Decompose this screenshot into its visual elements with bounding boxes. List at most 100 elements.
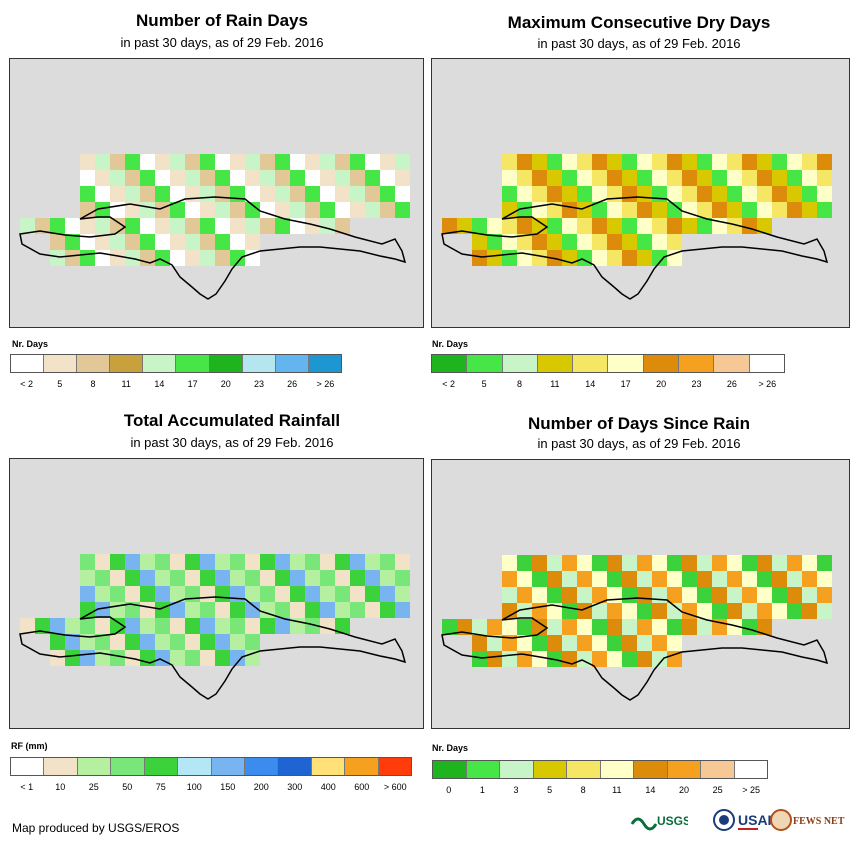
legend-swatch xyxy=(600,761,634,778)
usaid-icon: USAID xyxy=(713,809,782,831)
usgs-icon: USGS xyxy=(630,814,691,831)
usaid-logo: USAID xyxy=(712,806,798,834)
legend-label: 50 xyxy=(122,782,133,792)
legend-swatch xyxy=(345,758,379,775)
island-outline xyxy=(441,597,829,701)
legend-label: 17 xyxy=(187,379,198,389)
legend-bar xyxy=(10,354,342,373)
legend-swatch xyxy=(714,355,750,372)
legend-label: 0 xyxy=(446,785,452,795)
legend-label: 300 xyxy=(287,782,303,792)
panel-total-rainfall: Total Accumulated Rainfall in past 30 da… xyxy=(0,405,424,805)
panel-subtitle: in past 30 days, as of 29 Feb. 2016 xyxy=(537,36,741,51)
panel-title: Total Accumulated Rainfall xyxy=(123,411,341,430)
panel-dry-days: Maximum Consecutive Dry Days in past 30 … xyxy=(427,0,851,400)
legend-swatch xyxy=(749,355,784,372)
island-outline xyxy=(19,596,407,700)
legend-labels: < 1 10 25 50 75 100 150 200 300 400 600 > 600 xyxy=(10,782,412,794)
legend-label: 14 xyxy=(645,785,656,795)
grid-cells xyxy=(442,154,832,266)
hispaniola-grid-map-icon xyxy=(19,554,410,700)
grid-cells xyxy=(20,154,410,266)
legend-swatch xyxy=(242,355,276,372)
legend-swatch xyxy=(734,761,767,778)
legend-label: 20 xyxy=(678,785,690,795)
hispaniola-grid-map-icon xyxy=(19,154,410,300)
legend-swatch xyxy=(278,758,312,775)
legend-swatch xyxy=(178,758,212,775)
map-dry-days xyxy=(431,58,850,328)
legend-label: > 600 xyxy=(383,782,407,792)
legend-label: 14 xyxy=(154,379,165,389)
grid-cells xyxy=(20,554,410,666)
legend-label: 10 xyxy=(55,782,66,792)
legend-swatch xyxy=(44,758,78,775)
fewsnet-icon: FEWS NET xyxy=(770,809,845,831)
legend-label: 26 xyxy=(287,379,298,389)
fewsnet-logo-text: FEWS NET xyxy=(793,816,845,827)
legend-label: 200 xyxy=(253,782,269,792)
legend-label: > 26 xyxy=(316,379,335,389)
legend-swatch xyxy=(77,758,112,775)
grid-cells xyxy=(442,555,832,667)
legend-swatch xyxy=(433,761,467,778)
legend-label: 75 xyxy=(155,782,166,792)
legend-labels: < 2 5 8 11 14 17 20 23 26 > 26 xyxy=(10,379,342,391)
legend-label: 1 xyxy=(479,785,485,795)
legend-swatch xyxy=(308,355,341,372)
legend-swatch xyxy=(466,761,500,778)
legend-swatch xyxy=(608,355,644,372)
legend-swatch xyxy=(537,355,574,372)
legend-swatch xyxy=(11,758,45,775)
legend-bar xyxy=(431,354,785,373)
legend-swatch xyxy=(502,355,538,372)
legend-title: RF (mm) xyxy=(11,741,48,751)
legend-labels: < 2 5 8 11 14 17 20 23 26 > 26 xyxy=(431,379,785,391)
legend-swatch xyxy=(111,758,145,775)
hispaniola-grid-map-icon xyxy=(441,154,832,300)
legend-swatch xyxy=(378,758,412,775)
legend-swatch xyxy=(77,355,111,372)
panel-rain-days: Number of Rain Days in past 30 days, as … xyxy=(0,0,424,400)
legend-label: 5 xyxy=(481,379,487,389)
panel-title: Maximum Consecutive Dry Days xyxy=(507,13,771,32)
legend-swatch xyxy=(44,355,78,372)
island-outline xyxy=(19,196,407,300)
legend-swatch xyxy=(500,761,534,778)
legend-label: 20 xyxy=(656,379,667,389)
map-total-rainfall xyxy=(9,458,424,729)
legend-label: > 26 xyxy=(758,379,777,389)
legend-swatch xyxy=(634,761,668,778)
legend-swatch xyxy=(176,355,210,372)
legend-swatch xyxy=(573,355,609,372)
legend-label: 150 xyxy=(220,782,236,792)
legend-swatch xyxy=(144,758,179,775)
legend-label: 25 xyxy=(712,785,723,795)
legend-label: 17 xyxy=(620,379,631,389)
legend-label: < 1 xyxy=(20,782,34,792)
map-rain-days xyxy=(9,58,424,328)
legend-swatch xyxy=(679,355,715,372)
footer-credit: Map produced by USGS/EROS xyxy=(12,821,180,835)
legend-swatch xyxy=(311,758,346,775)
logo-strip: USGS USAID FEWS NET xyxy=(630,806,845,834)
legend-label: 5 xyxy=(547,785,553,795)
legend-label: 23 xyxy=(691,379,702,389)
island-outline xyxy=(441,196,829,300)
legend-label: > 25 xyxy=(742,785,761,795)
legend-label: 25 xyxy=(88,782,99,792)
legend-label: 23 xyxy=(253,379,265,389)
legend-swatch xyxy=(209,355,243,372)
legend-swatch xyxy=(244,758,279,775)
panel-title: Number of Days Since Rain xyxy=(527,414,750,433)
panel-subtitle: in past 30 days, as of 29 Feb. 2016 xyxy=(537,436,741,451)
usgs-logo-text: USGS xyxy=(657,814,688,828)
legend-label: 11 xyxy=(550,379,560,389)
legend-swatch xyxy=(11,355,45,372)
legend-swatch xyxy=(567,761,601,778)
legend-swatch xyxy=(643,355,680,372)
usgs-logo: USGS xyxy=(630,806,691,834)
legend-label: < 2 xyxy=(20,379,33,389)
legend-label: 20 xyxy=(220,379,231,389)
legend-bar xyxy=(432,760,768,779)
